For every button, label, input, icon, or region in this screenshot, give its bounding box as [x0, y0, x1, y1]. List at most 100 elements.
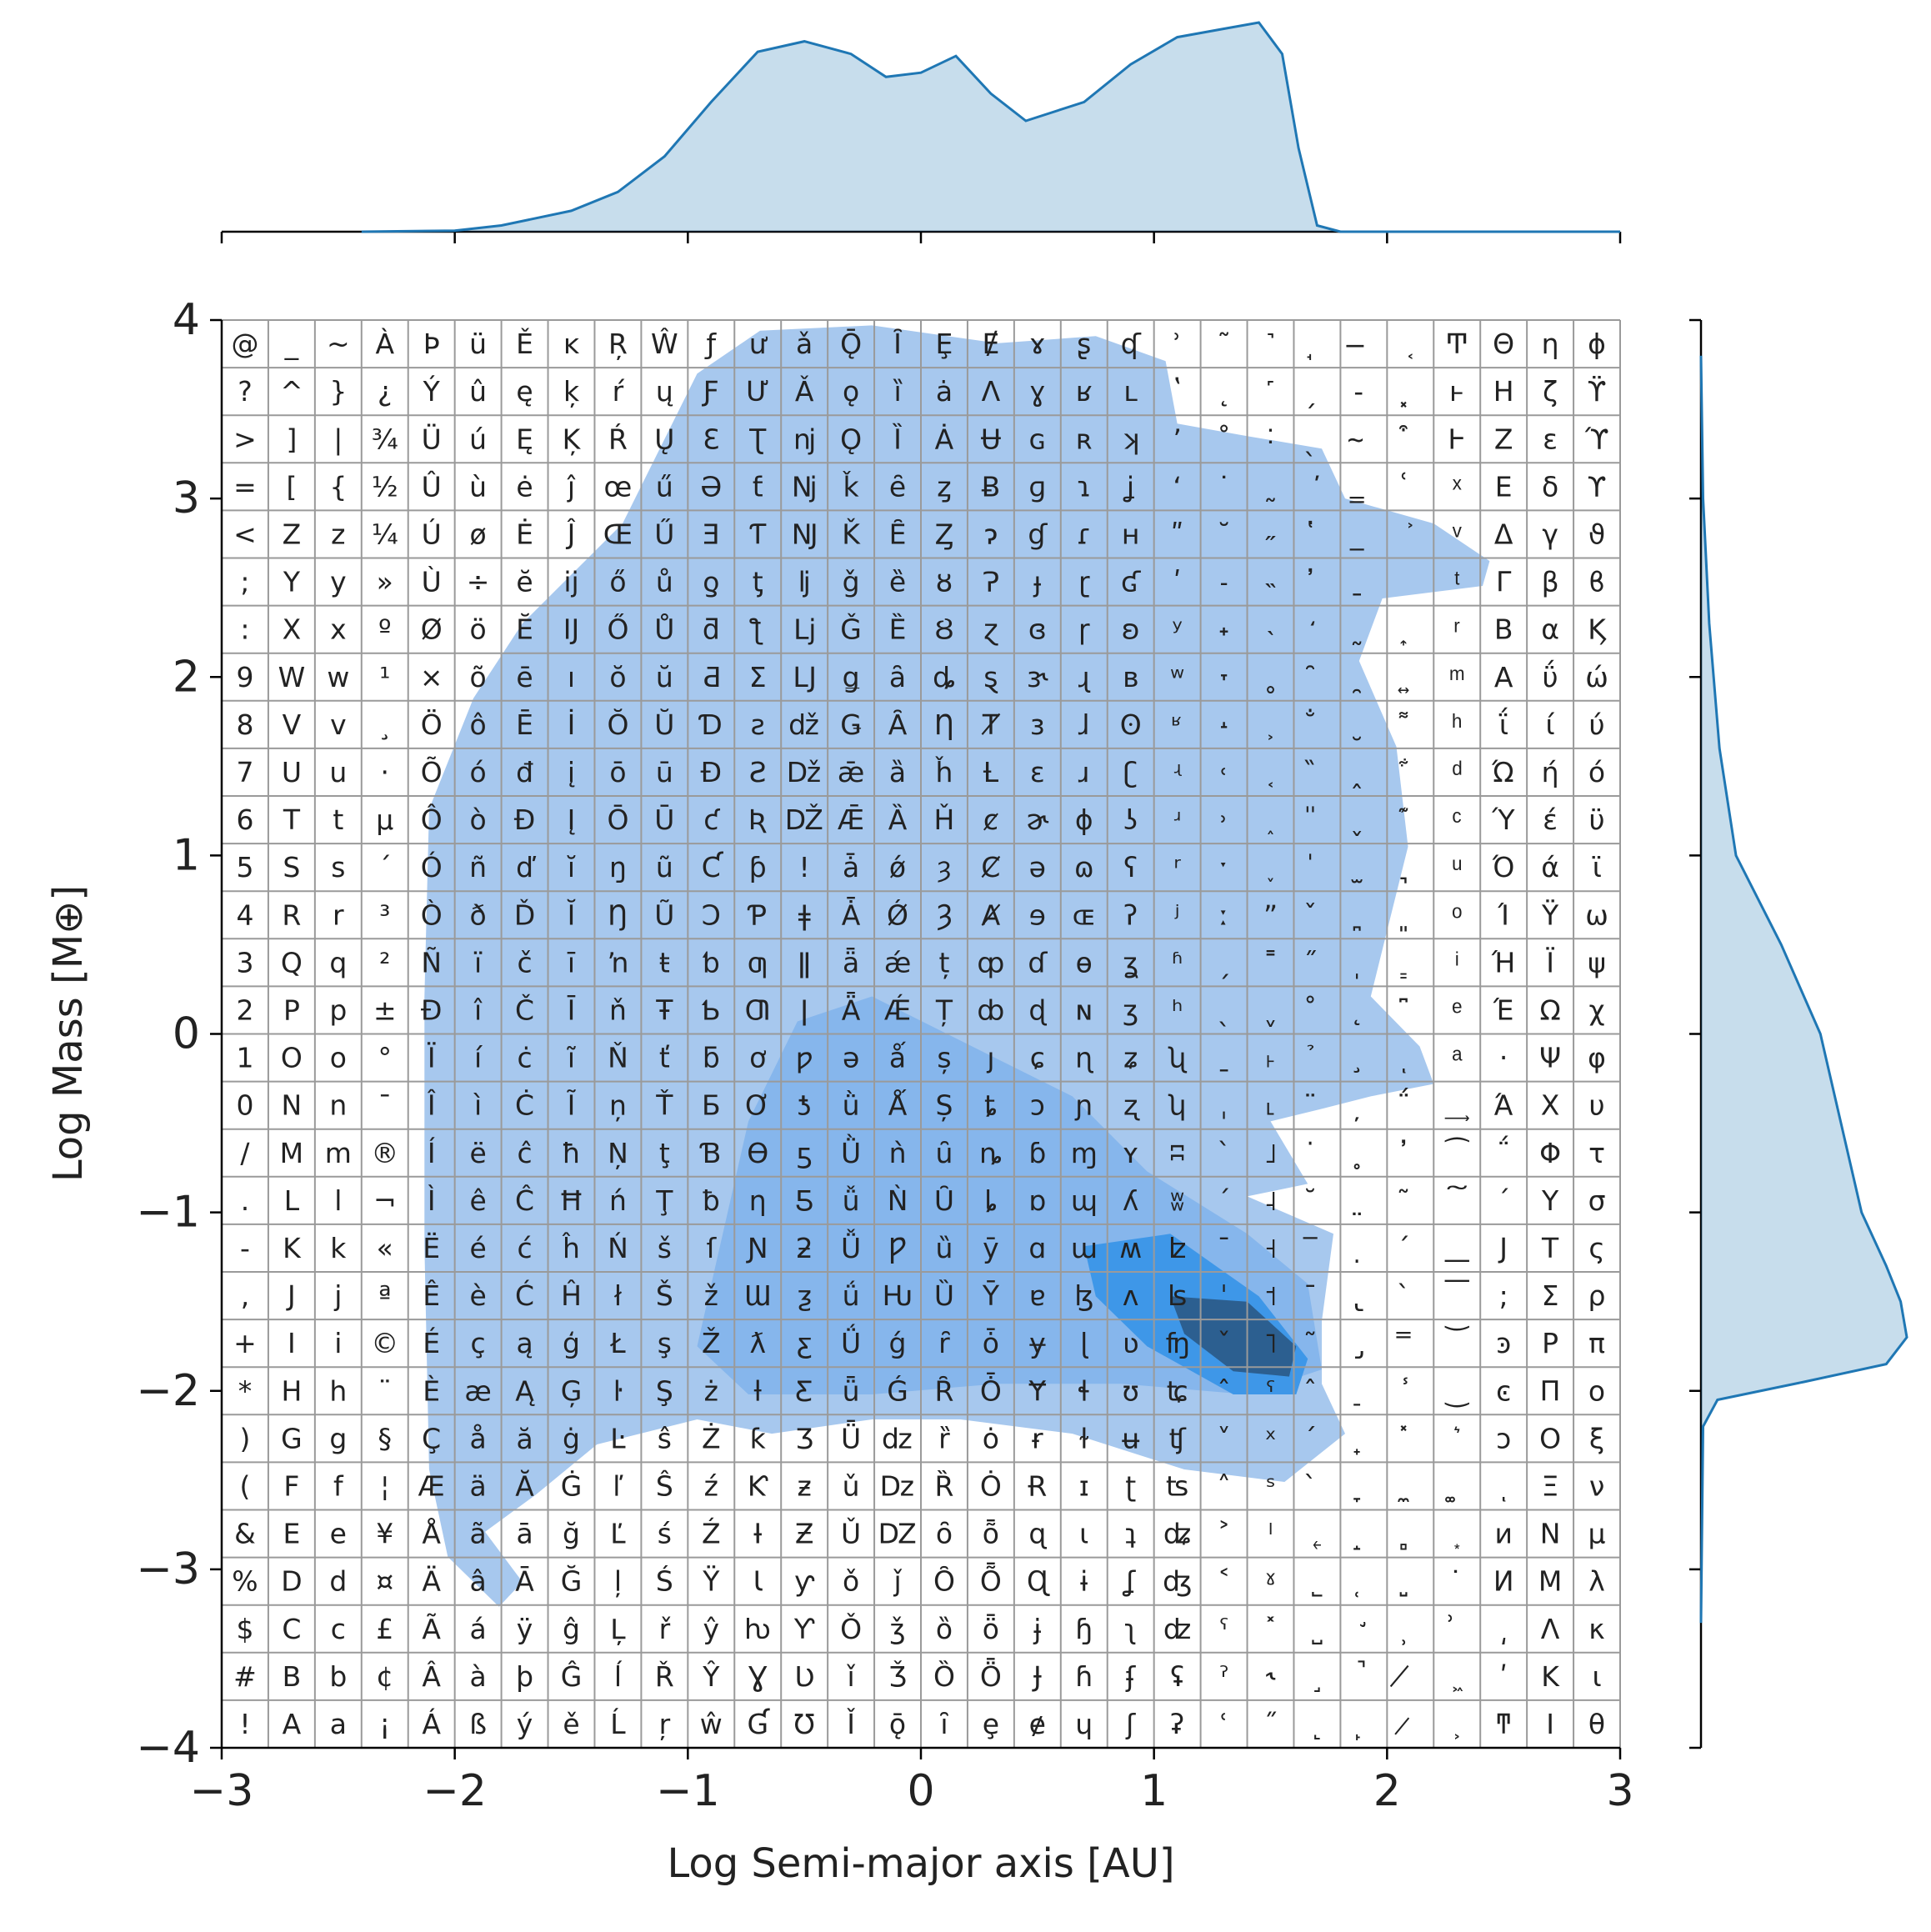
glyph: ĥ [562, 1231, 580, 1264]
glyph: Ē [516, 708, 533, 741]
y-tick-label: 1 [173, 830, 200, 880]
glyph: ğ [563, 1518, 580, 1550]
glyph: Ň [608, 1041, 628, 1074]
glyph: Ū [654, 803, 674, 836]
glyph: < [233, 518, 257, 550]
glyph: ģ [563, 1327, 580, 1359]
glyph: Ǡ [842, 895, 861, 931]
glyph: ; [1499, 1279, 1508, 1312]
glyph: Ν [1540, 1518, 1561, 1550]
glyph: [ [286, 470, 297, 503]
glyph: ǩ [843, 469, 860, 503]
glyph: O [281, 1042, 303, 1074]
glyph: ΄ [1497, 1184, 1511, 1217]
glyph: ü [469, 328, 487, 360]
glyph: Ǎ [795, 374, 814, 408]
glyph: ͳ [1494, 1708, 1512, 1740]
glyph: ť [659, 1042, 670, 1074]
glyph: ƍ [703, 566, 719, 598]
glyph: ˪ [1266, 1089, 1275, 1122]
glyph: ĉ [517, 1137, 532, 1169]
glyph: Ȩ [936, 328, 953, 360]
glyph: ͝ [1444, 1325, 1469, 1330]
glyph: Ĳ [563, 613, 579, 646]
glyph: ˏ [1217, 946, 1231, 979]
glyph: Ȇ [889, 518, 907, 550]
glyph: ñ [469, 851, 487, 883]
glyph: ŋ [609, 851, 627, 883]
glyph: Λ [1541, 1613, 1560, 1645]
glyph: ǿ [889, 851, 906, 883]
glyph: L [284, 1184, 300, 1217]
glyph: Ƭ [749, 518, 767, 550]
glyph: ë [469, 1137, 486, 1169]
glyph: ύ [1588, 708, 1604, 741]
glyph: ɍ [1032, 1422, 1043, 1454]
glyph: ˯ [1266, 851, 1275, 883]
glyph: ǎ [796, 328, 813, 360]
glyph: ˅ [1217, 1422, 1231, 1454]
glyph: Ƥ [747, 898, 767, 931]
glyph: ɟ [1033, 566, 1041, 598]
glyph: ʕ [1123, 851, 1138, 883]
glyph: o [330, 1042, 347, 1074]
glyph: Ħ [558, 1184, 583, 1217]
glyph: ˍ [1217, 1042, 1231, 1074]
glyph: ũ [656, 851, 673, 883]
glyph: T [283, 803, 301, 836]
glyph: Ͳ [1445, 328, 1468, 360]
glyph: ȱ [983, 1327, 999, 1359]
glyph: n [329, 1089, 347, 1122]
glyph: ε [1543, 423, 1558, 455]
glyph: e [330, 1518, 347, 1550]
glyph: ˧ [1263, 1232, 1277, 1264]
glyph: ͻ [1496, 1422, 1511, 1454]
glyph: ʓ [1123, 946, 1138, 979]
glyph: ¼ [372, 518, 398, 550]
glyph: ǈ [793, 613, 815, 646]
glyph: i [334, 1327, 342, 1359]
glyph: Ĉ [515, 1184, 534, 1217]
glyph: ã [470, 1518, 487, 1550]
glyph: ǂ [798, 898, 811, 931]
glyph: N [282, 1089, 303, 1122]
glyph: ß [469, 1708, 487, 1740]
glyph: ˝ [1263, 1708, 1278, 1740]
glyph: š [658, 1232, 672, 1264]
glyph: ɲ [1074, 1089, 1093, 1122]
glyph: ɞ [1028, 613, 1047, 646]
glyph: Ơ [745, 1089, 770, 1122]
glyph: œ [604, 470, 633, 503]
contour-layer [424, 325, 1490, 1607]
glyph: Ǥ [840, 708, 862, 741]
glyph: Ȯ [980, 1469, 1002, 1502]
glyph: ρ [1588, 1279, 1606, 1312]
glyph: ˩ [1263, 1137, 1277, 1169]
glyph: Ω [1539, 994, 1560, 1026]
glyph: ˓ [1219, 756, 1228, 788]
glyph: ͟ [1444, 1259, 1469, 1262]
glyph: Ń [608, 1231, 628, 1264]
glyph: ȷ [986, 1042, 994, 1074]
glyph: ɺ [1078, 708, 1090, 741]
glyph: Ā [515, 1565, 534, 1598]
glyph: ƺ [798, 1279, 812, 1312]
y-tick-label: −1 [136, 1188, 200, 1238]
glyph: ϋ [1588, 803, 1604, 836]
glyph: ȁ [889, 756, 906, 788]
glyph: κ [1588, 1613, 1604, 1645]
glyph: ˁ [1218, 1613, 1228, 1645]
glyph: ō [609, 756, 626, 788]
glyph: P [283, 994, 300, 1026]
x-tick-label: −1 [656, 1766, 720, 1816]
glyph: ώ [1585, 661, 1608, 693]
glyph: ˰ [1266, 803, 1275, 836]
glyph: ǽ [884, 946, 911, 979]
glyph: ɗ [1028, 946, 1048, 979]
glyph: ͺ [1497, 1469, 1511, 1502]
glyph: Ƨ [749, 756, 767, 788]
glyph: © [371, 1327, 398, 1359]
glyph: ŧ [659, 946, 670, 979]
glyph: ɡ [1028, 470, 1046, 503]
glyph: Ü [422, 422, 442, 455]
